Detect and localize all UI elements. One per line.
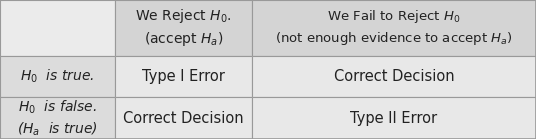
- Text: $H_0$  is false.
($H_a$  is true): $H_0$ is false. ($H_a$ is true): [17, 98, 98, 138]
- Bar: [252, 0, 536, 56]
- Bar: [0, 56, 115, 97]
- Text: Type I Error: Type I Error: [142, 69, 225, 84]
- Bar: [252, 56, 536, 97]
- Text: We Reject $H_0$.
(accept $H_a$): We Reject $H_0$. (accept $H_a$): [135, 7, 232, 48]
- Text: We Fail to Reject $H_0$
(not enough evidence to accept $H_a$): We Fail to Reject $H_0$ (not enough evid…: [275, 8, 513, 47]
- Bar: [0, 56, 115, 97]
- Bar: [252, 97, 536, 139]
- Text: Correct Decision: Correct Decision: [333, 69, 455, 84]
- Bar: [0, 0, 115, 56]
- Text: Type II Error: Type II Error: [351, 111, 437, 126]
- Bar: [252, 0, 536, 56]
- Bar: [115, 0, 252, 56]
- Bar: [115, 56, 252, 97]
- Bar: [115, 56, 252, 97]
- Bar: [0, 0, 115, 56]
- Bar: [252, 56, 536, 97]
- Bar: [115, 97, 252, 139]
- Bar: [0, 97, 115, 139]
- Bar: [252, 97, 536, 139]
- Bar: [0, 97, 115, 139]
- Bar: [115, 0, 252, 56]
- Text: Correct Decision: Correct Decision: [123, 111, 244, 126]
- Bar: [115, 97, 252, 139]
- Text: $H_0$  is true.: $H_0$ is true.: [20, 68, 95, 85]
